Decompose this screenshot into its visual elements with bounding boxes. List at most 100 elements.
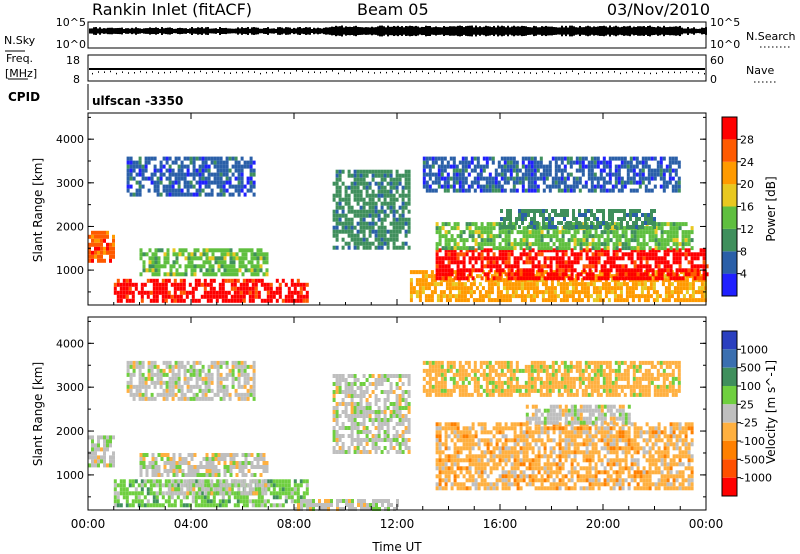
heatmap-cell — [607, 298, 611, 303]
heatmap-cell — [103, 238, 106, 243]
heatmap-cell — [220, 260, 224, 265]
heatmap-cell — [201, 483, 205, 488]
heatmap-cell — [471, 268, 475, 273]
heatmap-cell — [235, 268, 239, 273]
heatmap-cell — [438, 272, 442, 277]
heatmap-cell — [496, 294, 500, 299]
heatmap-cell — [228, 491, 232, 496]
heatmap-cell — [562, 286, 566, 291]
heatmap-cell — [477, 256, 481, 261]
nsky-bar — [291, 28, 293, 34]
heatmap-cell — [158, 479, 162, 484]
heatmap-cell — [681, 230, 685, 235]
nave-dot — [380, 71, 381, 74]
heatmap-cell — [169, 457, 173, 461]
heatmap-cell — [166, 473, 170, 477]
heatmap-cell — [428, 172, 432, 177]
heatmap-cell — [262, 260, 266, 265]
heatmap-cell — [427, 282, 431, 287]
heatmap-cell — [463, 282, 467, 287]
heatmap-cell — [210, 396, 214, 401]
heatmap-cell — [404, 217, 408, 222]
heatmap-cell — [471, 246, 475, 251]
nave-dot — [302, 70, 303, 72]
heatmap-cell — [218, 294, 222, 299]
heatmap-cell — [125, 278, 129, 283]
heatmap-cell — [587, 225, 590, 229]
heatmap-cell — [507, 248, 511, 253]
heatmap-cell — [151, 260, 155, 265]
heatmap-cell — [557, 188, 561, 193]
heatmap-cell — [679, 298, 683, 303]
heatmap-cell — [560, 172, 564, 177]
heatmap-cell — [237, 380, 241, 385]
heatmap-cell — [362, 229, 366, 234]
heatmap-cell — [448, 294, 452, 299]
heatmap-cell — [528, 248, 532, 253]
heatmap-cell — [645, 226, 649, 231]
heatmap-cell — [508, 294, 512, 299]
heatmap-cell — [621, 230, 625, 235]
heatmap-cell — [446, 172, 450, 177]
heatmap-cell — [350, 217, 354, 222]
heatmap-cell — [386, 189, 390, 194]
nave-dot — [242, 71, 243, 74]
heatmap-cell — [222, 479, 226, 484]
heatmap-cell — [636, 276, 640, 281]
heatmap-cell — [228, 180, 232, 185]
heatmap-cell — [335, 233, 339, 238]
heatmap-cell — [434, 180, 438, 185]
heatmap-cell — [669, 276, 673, 281]
heatmap-cell — [287, 298, 291, 303]
heatmap-cell — [365, 225, 369, 230]
heatmap-cell — [602, 164, 606, 169]
heatmap-cell — [392, 229, 396, 234]
heatmap-cell — [201, 376, 205, 381]
heatmap-cell — [126, 380, 130, 385]
heatmap-cell — [690, 256, 694, 261]
nsky-bar — [253, 27, 255, 35]
heatmap-cell — [196, 469, 200, 473]
heatmap-cell — [140, 294, 144, 299]
heatmap-cell — [201, 164, 205, 169]
heatmap-cell — [438, 248, 442, 253]
heatmap-cell — [250, 461, 254, 465]
heatmap-cell — [606, 260, 610, 265]
heatmap-cell — [371, 197, 375, 202]
heatmap-cell — [251, 294, 255, 299]
heatmap-cell — [524, 164, 528, 169]
heatmap-cell — [332, 410, 336, 414]
heatmap-cell — [511, 294, 515, 299]
heatmap-cell — [186, 172, 190, 177]
heatmap-cell — [503, 160, 507, 165]
heatmap-cell — [631, 298, 635, 303]
heatmap-cell — [126, 160, 130, 165]
heatmap-cell — [249, 491, 253, 496]
heatmap-cell — [238, 260, 242, 265]
heatmap-cell — [238, 256, 242, 261]
nsky-bar — [211, 28, 213, 34]
heatmap-cell — [651, 238, 655, 243]
heatmap-cell — [662, 180, 666, 185]
heatmap-cell — [230, 298, 234, 303]
heatmap-cell — [639, 272, 643, 277]
heatmap-cell — [169, 268, 173, 273]
nsky-bar — [189, 28, 191, 34]
heatmap-cell — [657, 246, 661, 251]
heatmap-cell — [374, 229, 378, 234]
heatmap-cell — [249, 384, 253, 389]
heatmap-cell — [496, 286, 500, 291]
heatmap-cell — [137, 483, 141, 488]
heatmap-cell — [485, 164, 489, 169]
heatmap-cell — [151, 272, 155, 277]
heatmap-cell — [332, 394, 336, 398]
heatmap-cell — [663, 238, 667, 243]
heatmap-cell — [154, 272, 158, 277]
heatmap-cell — [253, 272, 257, 277]
heatmap-cell — [97, 230, 100, 235]
heatmap-cell — [368, 245, 372, 250]
heatmap-cell — [116, 278, 120, 283]
heatmap-cell — [158, 286, 162, 291]
heatmap-cell — [335, 402, 339, 406]
